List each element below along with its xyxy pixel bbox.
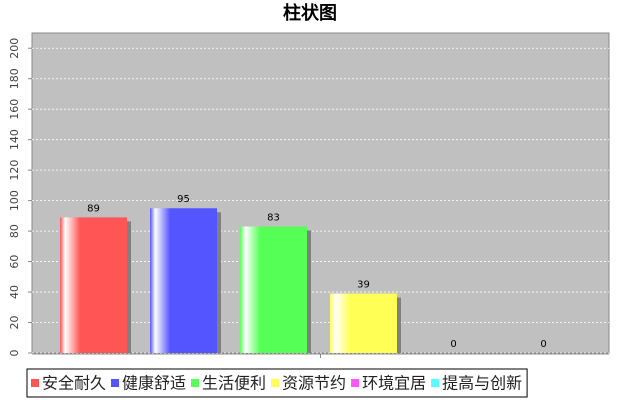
legend-swatch [111,379,120,387]
legend-swatch [271,379,280,387]
bar [330,293,397,353]
legend-label: 环境宜居 [362,374,426,393]
legend: 安全耐久 健康舒适 生活便利 资源节约 环境宜居 提高与创新 [26,368,528,398]
value-label: 39 [357,280,370,291]
legend-label: 提高与创新 [442,374,522,393]
value-label: 83 [267,213,280,224]
bar [150,208,217,353]
value-label: 89 [87,203,100,214]
y-tick-label: 0 [8,350,21,357]
legend-label: 生活便利 [202,374,266,393]
y-tick-label: 200 [8,38,21,59]
legend-swatch [351,379,360,387]
legend-label: 安全耐久 [42,374,106,393]
y-tick-label: 140 [8,129,21,150]
y-tick-label: 60 [8,255,21,269]
legend-swatch [31,379,39,387]
bar [240,226,307,353]
value-label: 0 [540,339,546,350]
y-tick-label: 100 [8,190,21,211]
y-tick-label: 160 [8,99,21,120]
value-label: 95 [177,194,190,205]
bar [60,217,127,353]
y-tick-label: 80 [8,224,21,238]
y-tick-label: 180 [8,68,21,89]
legend-swatch [191,379,200,387]
y-tick-label: 20 [8,316,21,330]
y-tick-label: 120 [8,160,21,181]
legend-swatch [431,379,440,387]
y-tick-label: 40 [8,285,21,299]
legend-label: 健康舒适 [122,374,186,393]
value-label: 0 [450,339,456,350]
chart-title: 柱状图 [283,2,337,24]
legend-label: 资源节约 [282,374,346,393]
